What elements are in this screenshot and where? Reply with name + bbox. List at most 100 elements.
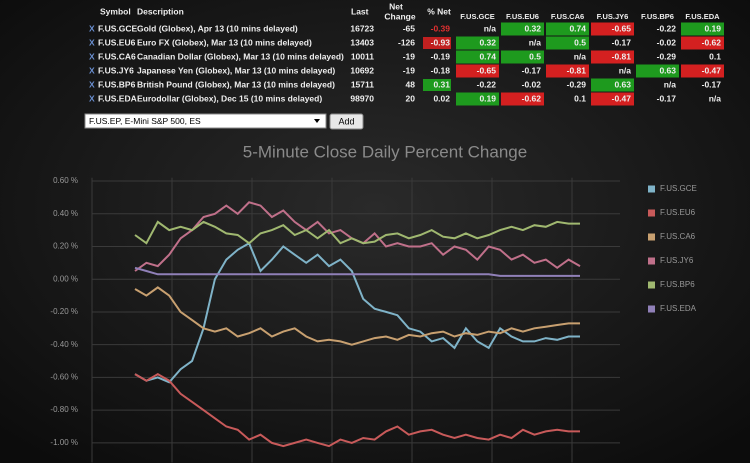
remove-link[interactable]: X (89, 37, 95, 47)
last: 15711 (351, 79, 374, 89)
net-change: -19 (403, 51, 416, 61)
corr-cell (681, 64, 724, 78)
add-button[interactable] (329, 113, 364, 130)
pct-net: -0.93 (431, 37, 451, 47)
correlation: -0.81 (567, 65, 587, 75)
pct-net: -0.18 (431, 65, 451, 75)
column-header: Symbol (100, 6, 131, 16)
last: 13403 (350, 37, 374, 47)
correlation: n/a (619, 65, 632, 75)
correlation: 0.32 (524, 23, 541, 33)
correlation: -0.65 (477, 65, 497, 75)
corr-cell (456, 64, 499, 78)
pct-net: 0.31 (433, 79, 450, 89)
series-line (134, 266, 580, 277)
correlation: -0.29 (567, 79, 587, 89)
description: Gold (Globex), Apr 13 (10 mins delayed) (137, 23, 298, 33)
correlation: -0.17 (702, 79, 722, 89)
net-change: 20 (406, 93, 416, 103)
series-line (134, 241, 580, 384)
correlation: n/a (709, 93, 722, 103)
chart-title: 5-Minute Close Daily Percent Change (243, 142, 527, 161)
symbol: F.US.CA6 (98, 51, 136, 61)
net-change: -126 (398, 37, 415, 47)
last: 16723 (350, 23, 374, 33)
correlation: -0.47 (702, 65, 722, 75)
correlation: -0.02 (522, 79, 542, 89)
column-header: Net (389, 1, 403, 11)
column-header: F.US.EU6 (506, 12, 539, 21)
correlation: 0.74 (569, 23, 586, 33)
correlation: -0.62 (702, 37, 722, 47)
add-button-label[interactable]: Add (338, 116, 354, 126)
y-tick-label: -0.60 % (50, 373, 78, 382)
remove-link[interactable]: X (89, 23, 95, 33)
correlation: -0.65 (612, 23, 632, 33)
y-tick-label: 0.20 % (53, 242, 78, 251)
correlation: -0.81 (612, 51, 632, 61)
column-header: Change (384, 11, 415, 21)
remove-link[interactable]: X (89, 79, 95, 89)
remove-link[interactable]: X (89, 51, 95, 61)
symbol: F.US.JY6 (98, 65, 134, 75)
legend-swatch (648, 185, 655, 193)
net-change: -19 (403, 65, 416, 75)
y-tick-label: 0.00 % (53, 274, 78, 283)
corr-cell (456, 92, 499, 106)
correlation: -0.02 (657, 37, 677, 47)
correlation: -0.22 (657, 23, 677, 33)
dropdown-value[interactable]: F.US.EP, E-Mini S&P 500, ES (89, 116, 201, 126)
correlation: 0.19 (704, 23, 721, 33)
column-header: F.US.EDA (685, 12, 720, 21)
y-tick-label: -0.20 % (50, 307, 78, 316)
pct-cell (423, 37, 451, 49)
description: Eurodollar (Globex), Dec 15 (10 mins del… (137, 93, 322, 103)
corr-cell (681, 36, 724, 50)
corr-cell (546, 36, 589, 50)
dropdown[interactable] (84, 113, 327, 129)
correlation: -0.62 (522, 93, 542, 103)
corr-cell (456, 36, 499, 50)
correlation: n/a (484, 23, 497, 33)
correlation: 0.5 (529, 51, 541, 61)
symbol: F.US.BP6 (98, 79, 136, 89)
pct-net: 0.02 (433, 93, 450, 103)
corr-cell (456, 50, 499, 64)
legend-label: F.US.GCE (660, 184, 697, 193)
legend-label: F.US.JY6 (660, 256, 694, 265)
legend-swatch (648, 305, 655, 313)
correlation: 0.63 (659, 65, 676, 75)
correlation: 0.32 (479, 37, 496, 47)
correlation: 0.5 (574, 37, 586, 47)
correlation: -0.17 (657, 93, 677, 103)
column-header: F.US.GCE (460, 12, 495, 21)
remove-link[interactable]: X (89, 93, 95, 103)
remove-link[interactable]: X (89, 65, 95, 75)
correlation: -0.29 (657, 51, 677, 61)
correlation: 0.1 (574, 93, 586, 103)
correlation: 0.19 (479, 93, 496, 103)
correlation: 0.63 (614, 79, 631, 89)
corr-cell (501, 92, 544, 106)
dropdown-arrow (314, 119, 320, 123)
correlation: 0.74 (479, 51, 496, 61)
net-change: 48 (406, 79, 416, 89)
corr-cell (546, 22, 589, 36)
y-tick-label: -1.00 % (50, 438, 78, 447)
corr-cell (591, 78, 634, 92)
y-tick-label: -0.40 % (50, 340, 78, 349)
legend-label: F.US.CA6 (660, 232, 696, 241)
column-header: F.US.JY6 (597, 12, 629, 21)
correlation: n/a (574, 51, 587, 61)
series-line (134, 372, 580, 448)
legend-label: F.US.BP6 (660, 280, 695, 289)
series-line (134, 286, 580, 346)
y-tick-label: 0.60 % (53, 176, 78, 185)
corr-cell (501, 50, 544, 64)
legend-swatch (648, 209, 655, 217)
corr-cell (546, 64, 589, 78)
legend-swatch (648, 257, 655, 265)
